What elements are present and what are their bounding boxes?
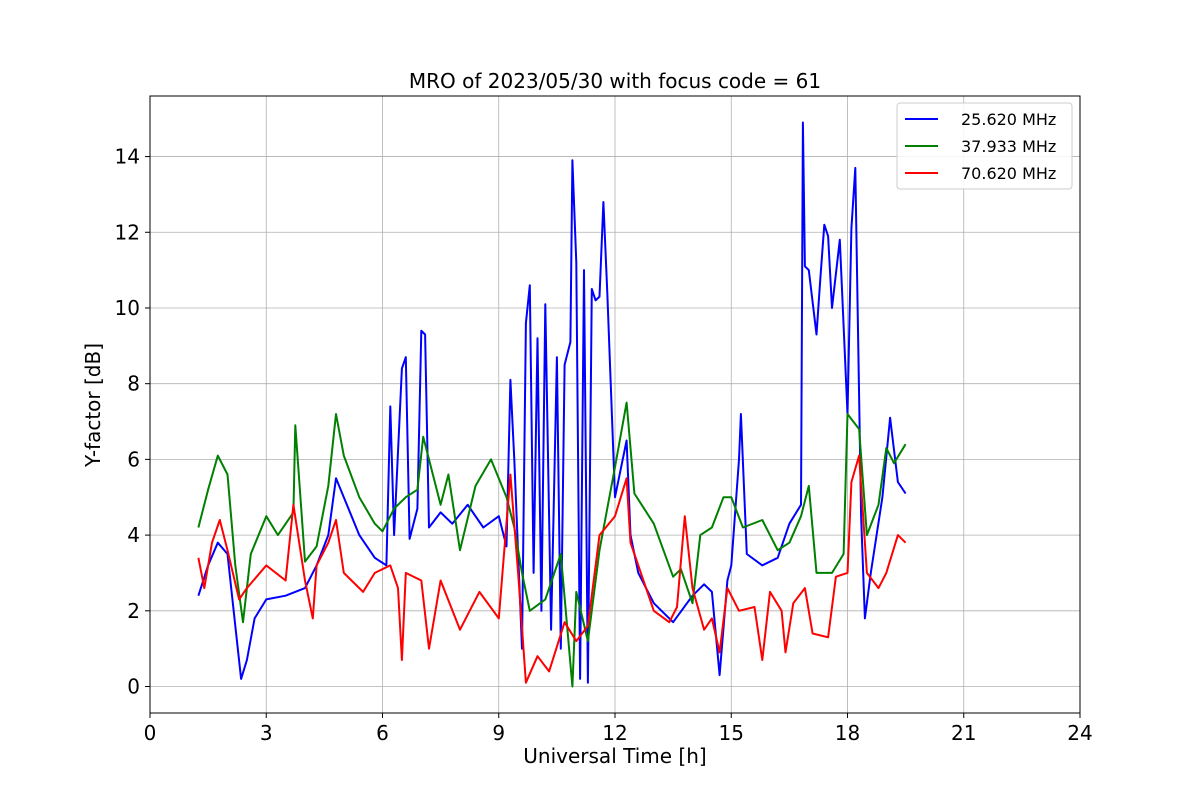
x-tick-label: 15 xyxy=(719,721,744,745)
x-axis-label: Universal Time [h] xyxy=(523,744,706,768)
y-tick-label: 4 xyxy=(127,523,140,547)
x-axis: 0 3 6 9 12 15 18 21 24 xyxy=(144,713,1093,745)
x-tick-label: 9 xyxy=(492,721,505,745)
y-tick-label: 6 xyxy=(127,447,140,471)
y-axis: 0 2 4 6 8 10 12 14 xyxy=(115,145,150,699)
x-tick-label: 24 xyxy=(1067,721,1092,745)
y-tick-label: 12 xyxy=(115,220,140,244)
x-tick-label: 12 xyxy=(602,721,627,745)
y-tick-label: 14 xyxy=(115,145,140,169)
x-tick-label: 0 xyxy=(144,721,157,745)
y-tick-label: 10 xyxy=(115,296,140,320)
legend: 25.620 MHz 37.933 MHz 70.620 MHz xyxy=(896,102,1073,190)
legend-box xyxy=(896,102,1073,190)
series-line-2 xyxy=(197,401,907,688)
x-tick-label: 3 xyxy=(260,721,273,745)
legend-label: 25.620 MHz xyxy=(961,110,1056,129)
y-tick-label: 2 xyxy=(127,599,140,623)
series-line-3 xyxy=(197,454,907,684)
x-tick-label: 6 xyxy=(376,721,389,745)
y-axis-label: Y-factor [dB] xyxy=(81,343,105,468)
series-line-1 xyxy=(197,121,907,684)
chart-title: MRO of 2023/05/30 with focus code = 61 xyxy=(409,69,821,93)
series-layer xyxy=(197,121,907,688)
y-tick-label: 8 xyxy=(127,372,140,396)
legend-label: 70.620 MHz xyxy=(961,164,1056,183)
x-tick-label: 18 xyxy=(835,721,860,745)
legend-label: 37.933 MHz xyxy=(961,137,1056,156)
y-tick-label: 0 xyxy=(127,675,140,699)
x-tick-label: 21 xyxy=(951,721,976,745)
